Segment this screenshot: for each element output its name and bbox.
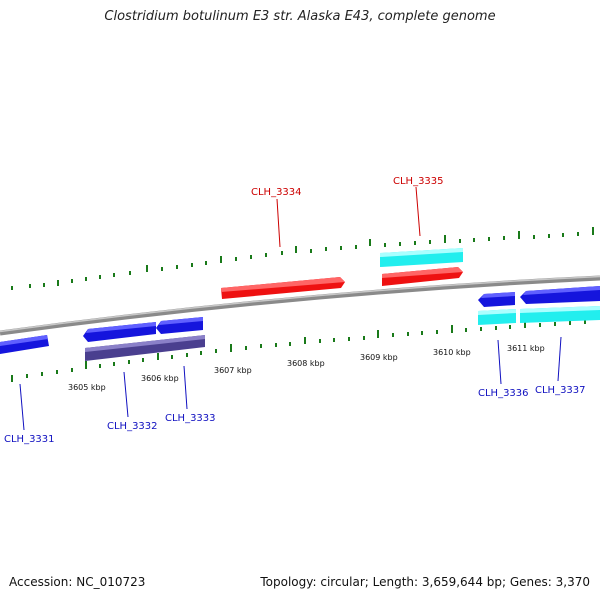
- scale-label: 3611 kbp: [507, 344, 545, 353]
- gene-label: CLH_3334: [251, 187, 302, 198]
- scale-label: 3606 kbp: [141, 374, 179, 383]
- gene-clh-3334[interactable]: [221, 277, 345, 299]
- map-title: Clostridium botulinum E3 str. Alaska E43…: [104, 9, 496, 24]
- gene-label: CLH_3332: [107, 421, 158, 432]
- forward-label-connectors: [276, 186, 421, 248]
- forward-ruler-ticks: [11, 227, 594, 290]
- gene-clh-3332[interactable]: [83, 322, 205, 361]
- gene-label: CLH_3337: [535, 385, 586, 396]
- gene-label: CLH_3335: [393, 176, 444, 187]
- gene-clh-3337[interactable]: [520, 286, 600, 323]
- scale-label: 3610 kbp: [433, 348, 471, 357]
- gene-clh-3335[interactable]: [380, 248, 463, 286]
- scale-label: 3605 kbp: [68, 383, 106, 392]
- gene-label: CLH_3333: [165, 413, 216, 424]
- reverse-ruler-ticks: [11, 320, 586, 382]
- gene-clh-3336[interactable]: [478, 292, 516, 325]
- gene-label: CLH_3336: [478, 388, 529, 399]
- genome-summary-text: Topology: circular; Length: 3,659,644 bp…: [260, 575, 590, 589]
- accession-text: Accession: NC_010723: [9, 575, 146, 589]
- gene-clh-3333[interactable]: [156, 317, 203, 334]
- scale-label: 3607 kbp: [214, 366, 252, 375]
- scale-label: 3608 kbp: [287, 359, 325, 368]
- scale-label: 3609 kbp: [360, 353, 398, 362]
- reverse-label-connectors: [19, 336, 562, 431]
- genome-backbone: [0, 275, 600, 336]
- gene-label: CLH_3331: [4, 434, 55, 445]
- gene-clh-3331[interactable]: [0, 335, 49, 354]
